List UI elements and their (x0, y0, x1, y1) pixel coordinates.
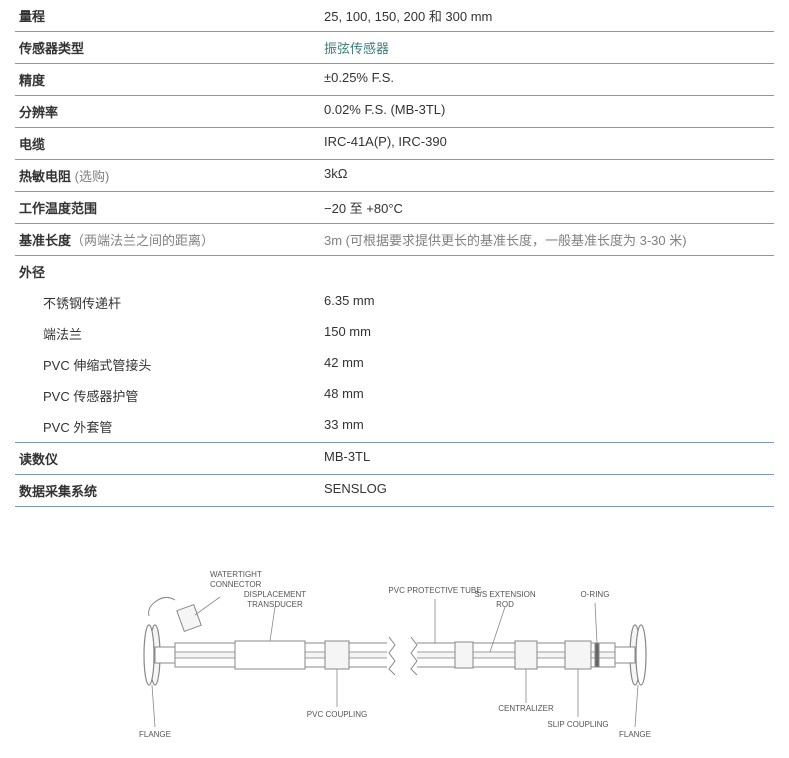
svg-text:PVC COUPLING: PVC COUPLING (306, 710, 366, 719)
spec-value: 振弦传感器 (320, 32, 774, 64)
spec-value: 42 mm (320, 349, 774, 380)
spec-value: 3m (可根据要求提供更长的基准长度，一般基准长度为 3-30 米) (320, 224, 774, 256)
spec-value: −20 至 +80°C (320, 192, 774, 224)
svg-text:S/S EXTENSION: S/S EXTENSION (474, 590, 536, 599)
spec-label: 热敏电阻 (选购) (15, 160, 320, 192)
spec-row: PVC 外套管33 mm (15, 411, 774, 443)
spec-label: 端法兰 (15, 318, 320, 349)
svg-text:FLANGE: FLANGE (618, 730, 650, 739)
spec-label: 外径 (15, 256, 320, 288)
spec-row: 工作温度范围−20 至 +80°C (15, 192, 774, 224)
spec-row: PVC 传感器护管48 mm (15, 380, 774, 411)
svg-text:FLANGE: FLANGE (138, 730, 170, 739)
spec-label: PVC 伸缩式管接头 (15, 349, 320, 380)
spec-value: 6.35 mm (320, 287, 774, 318)
spec-label: PVC 传感器护管 (15, 380, 320, 411)
spec-row: 传感器类型振弦传感器 (15, 32, 774, 64)
spec-label: 量程 (15, 0, 320, 32)
svg-text:DISPLACEMENT: DISPLACEMENT (243, 590, 305, 599)
spec-value: MB-3TL (320, 443, 774, 475)
spec-row: 不锈钢传递杆6.35 mm (15, 287, 774, 318)
spec-label: 读数仪 (15, 443, 320, 475)
svg-text:SLIP COUPLING: SLIP COUPLING (547, 720, 608, 729)
spec-value: IRC-41A(P), IRC-390 (320, 128, 774, 160)
spec-row: 基准长度（两端法兰之间的距离）3m (可根据要求提供更长的基准长度，一般基准长度… (15, 224, 774, 256)
spec-row: 分辨率0.02% F.S. (MB-3TL) (15, 96, 774, 128)
svg-text:O-RING: O-RING (580, 590, 609, 599)
spec-value (320, 256, 774, 288)
spec-value: 3kΩ (320, 160, 774, 192)
spec-value: SENSLOG (320, 475, 774, 507)
spec-label: 电缆 (15, 128, 320, 160)
spec-row: 端法兰150 mm (15, 318, 774, 349)
spec-value: 33 mm (320, 411, 774, 443)
spec-label: 传感器类型 (15, 32, 320, 64)
spec-label: 工作温度范围 (15, 192, 320, 224)
spec-row: 外径 (15, 256, 774, 288)
spec-value: 0.02% F.S. (MB-3TL) (320, 96, 774, 128)
spec-label: 精度 (15, 64, 320, 96)
svg-text:WATERTIGHT: WATERTIGHT (210, 570, 262, 579)
spec-row: 热敏电阻 (选购)3kΩ (15, 160, 774, 192)
spec-row: PVC 伸缩式管接头42 mm (15, 349, 774, 380)
spec-row: 读数仪MB-3TL (15, 443, 774, 475)
spec-row: 电缆 IRC-41A(P), IRC-390 (15, 128, 774, 160)
spec-value: 25, 100, 150, 200 和 300 mm (320, 0, 774, 32)
spec-label: 不锈钢传递杆 (15, 287, 320, 318)
spec-row: 数据采集系统SENSLOG (15, 475, 774, 507)
spec-row: 量程25, 100, 150, 200 和 300 mm (15, 0, 774, 32)
spec-value: 150 mm (320, 318, 774, 349)
spec-label: 数据采集系统 (15, 475, 320, 507)
specs-table: 量程25, 100, 150, 200 和 300 mm传感器类型振弦传感器精度… (15, 0, 774, 507)
spec-value: 48 mm (320, 380, 774, 411)
assembly-diagram: WATERTIGHTCONNECTORDISPLACEMENTTRANSDUCE… (85, 535, 705, 755)
spec-label: PVC 外套管 (15, 411, 320, 443)
spec-value: ±0.25% F.S. (320, 64, 774, 96)
spec-label: 分辨率 (15, 96, 320, 128)
spec-row: 精度±0.25% F.S. (15, 64, 774, 96)
svg-text:CONNECTOR: CONNECTOR (210, 580, 262, 589)
diagram-container: WATERTIGHTCONNECTORDISPLACEMENTTRANSDUCE… (15, 535, 774, 758)
svg-text:CENTRALIZER: CENTRALIZER (498, 704, 554, 713)
spec-label: 基准长度（两端法兰之间的距离） (15, 224, 320, 256)
svg-text:PVC PROTECTIVE TUBE: PVC PROTECTIVE TUBE (388, 586, 481, 595)
